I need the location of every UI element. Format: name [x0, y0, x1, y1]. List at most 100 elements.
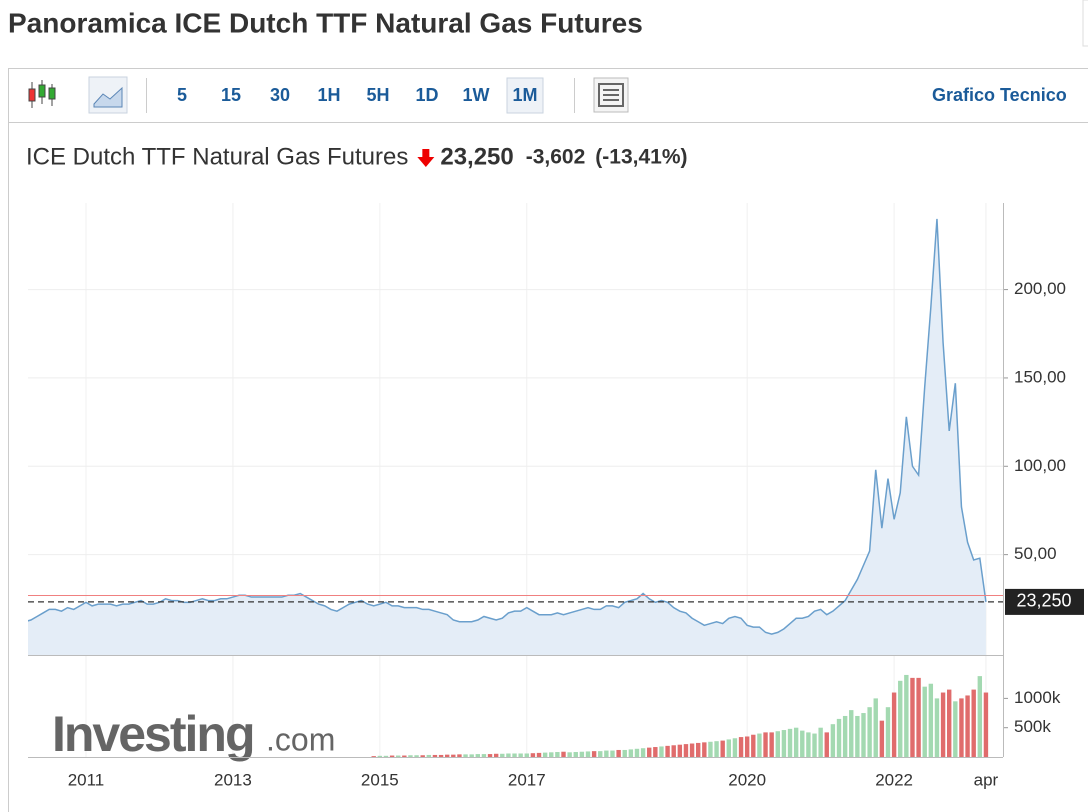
- volume-bar: [769, 732, 774, 757]
- volume-bar: [671, 745, 676, 757]
- volume-bar: [971, 689, 976, 757]
- volume-bar: [432, 754, 438, 757]
- volume-bar: [842, 715, 848, 757]
- volume-bar: [512, 753, 517, 757]
- volume-bar: [438, 754, 444, 757]
- volume-bar: [904, 674, 909, 757]
- last-price: 23,250: [440, 143, 513, 170]
- volume-bar: [555, 752, 560, 757]
- volume-bar: [965, 695, 970, 757]
- volume-bar: [977, 676, 983, 757]
- last-price-tag: [1005, 588, 1084, 615]
- down-arrow: [417, 149, 435, 167]
- volume-bar: [518, 753, 523, 757]
- interval-button[interactable]: 15: [221, 85, 241, 105]
- volume-bar: [653, 747, 658, 757]
- interval-button[interactable]: 1H: [317, 85, 340, 105]
- line-icon[interactable]: [88, 76, 128, 114]
- volume-bar: [879, 720, 885, 757]
- volume-bar: [928, 683, 934, 757]
- volume-bar: [426, 754, 432, 757]
- plot: 2011 2013 2015 2017 2020 2022 apr 50,00 100,00 15…: [28, 203, 1084, 789]
- technical-chart-link[interactable]: Grafico Tecnico: [932, 85, 1067, 105]
- volume-bar: [983, 692, 989, 757]
- volume-bar: [867, 707, 872, 757]
- interval-button[interactable]: 5: [177, 85, 187, 105]
- x-tick-label: 2015: [361, 770, 399, 789]
- volume-bar: [934, 698, 940, 757]
- volume-bar: [916, 677, 921, 757]
- volume-bar: [824, 732, 829, 757]
- interval-group: 5 15 30 1H 5H 1D 1W 1M: [177, 77, 544, 114]
- volume-bar: [683, 744, 689, 757]
- interval-button[interactable]: 1D: [415, 85, 438, 105]
- x-tick-label: 2017: [508, 770, 546, 789]
- volume-bar: [457, 754, 462, 757]
- volume-bar: [726, 739, 732, 757]
- volume-bar: [702, 742, 707, 757]
- volume-bar: [744, 736, 750, 757]
- volume-bar: [708, 741, 713, 757]
- interval-button[interactable]: 30: [270, 85, 290, 105]
- volume-bar: [634, 748, 640, 757]
- volume-bar: [604, 750, 609, 757]
- volume-bar: [763, 732, 768, 757]
- volume-bar: [861, 713, 866, 757]
- volume-bar: [836, 718, 842, 757]
- volume-bar: [695, 742, 701, 757]
- volume-bar: [389, 755, 395, 757]
- volume-bar: [487, 754, 493, 757]
- volume-bar: [953, 701, 958, 757]
- volume-bar: [959, 698, 964, 757]
- volume-bar: [885, 707, 891, 757]
- volume-bar: [451, 754, 456, 757]
- volume-bar: [622, 749, 627, 757]
- volume-bar: [598, 751, 603, 757]
- volume-bar: [812, 733, 817, 757]
- volume-bar: [714, 741, 719, 757]
- news-icon[interactable]: [593, 77, 629, 113]
- volume-bar: [383, 755, 389, 757]
- corner-box: [1082, 0, 1088, 47]
- volume-bar: [738, 737, 744, 757]
- volume-bar: [873, 698, 878, 757]
- volume-bar: [402, 755, 407, 757]
- watermark-brand: Investing: [52, 706, 253, 762]
- page-title: Panoramica ICE Dutch TTF Natural Gas Fut…: [8, 7, 643, 38]
- volume-bar: [640, 748, 646, 757]
- volume-bar: [408, 755, 413, 757]
- x-tick-label: apr: [974, 770, 999, 789]
- x-tick-label: 2011: [68, 770, 105, 789]
- volume-bar: [493, 753, 499, 757]
- volume-bar: [793, 727, 799, 757]
- volume-bar: [781, 730, 787, 757]
- volume-bar: [610, 750, 615, 757]
- volume-bar: [947, 689, 952, 757]
- volume-bar: [579, 751, 585, 757]
- volume-bar: [787, 728, 793, 757]
- volume-bar: [898, 680, 903, 757]
- volume-bar: [573, 752, 578, 757]
- volume-bar: [549, 752, 554, 757]
- candle-icon[interactable]: [28, 80, 56, 108]
- volume-bar: [567, 752, 572, 757]
- price-change: -3,602: [526, 146, 586, 169]
- volume-bar: [536, 752, 542, 757]
- volume-bar: [481, 754, 487, 757]
- interval-button[interactable]: 1M: [512, 85, 537, 105]
- price-line: [28, 218, 987, 635]
- x-tick-label: 2022: [875, 770, 913, 789]
- interval-button[interactable]: 5H: [366, 85, 389, 105]
- volume-bar: [414, 755, 419, 757]
- volume-bar: [775, 731, 780, 757]
- volume-bar: [818, 727, 823, 757]
- volume-bar: [469, 754, 474, 757]
- volume-bar: [855, 715, 860, 757]
- y-tick-label: 100,00: [1014, 456, 1066, 475]
- volume-bar: [542, 752, 548, 757]
- active-interval-box: [506, 77, 544, 114]
- interval-button[interactable]: 1W: [463, 85, 490, 105]
- volume-bar: [659, 746, 664, 757]
- volume-bar: [806, 732, 811, 757]
- volume-bar: [585, 751, 591, 757]
